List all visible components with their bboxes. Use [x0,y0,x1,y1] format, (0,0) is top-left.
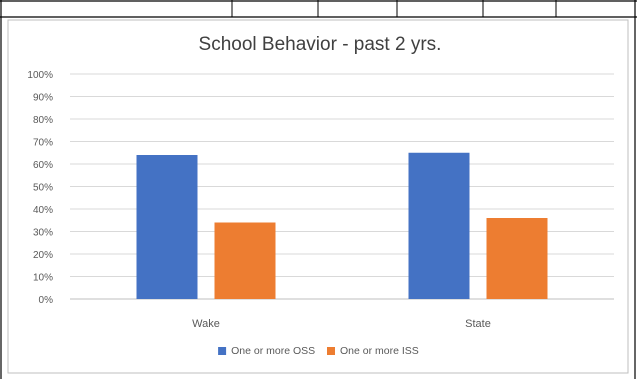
y-tick-label: 20% [33,250,53,261]
legend-swatch [327,347,335,355]
x-axis-tick-labels: Wake State [192,318,491,330]
legend-swatch [218,347,227,355]
legend-label: One or more ISS [340,345,419,357]
y-tick-label: 30% [33,228,53,239]
y-tick-label: 70% [33,138,53,149]
x-tick-label: State [465,318,491,330]
x-tick-label: Wake [192,318,220,330]
bar-one-or-more-oss-state [408,152,470,299]
bar-one-or-more-oss-wake [136,155,198,299]
y-tick-label: 10% [33,273,53,284]
y-tick-label: 80% [33,115,53,126]
y-tick-label: 40% [33,205,53,216]
chart-title: School Behavior - past 2 yrs. [199,34,442,55]
bar-one-or-more-iss-state [486,218,548,299]
chart-border [7,19,629,374]
y-tick-label: 90% [33,93,53,104]
legend-label: One or more OSS [231,345,315,357]
bar-one-or-more-iss-wake [214,222,276,299]
y-tick-label: 50% [33,183,53,194]
legend: One or more OSS One or more ISS [218,345,419,357]
y-axis-tick-labels: 0% 10% 20% 30% 40% 50% 60% 70% 80% 90% 100% [27,70,53,306]
y-tick-label: 60% [33,160,53,171]
bars [136,152,548,299]
y-tick-label: 100% [27,70,53,81]
y-tick-label: 0% [39,295,54,306]
